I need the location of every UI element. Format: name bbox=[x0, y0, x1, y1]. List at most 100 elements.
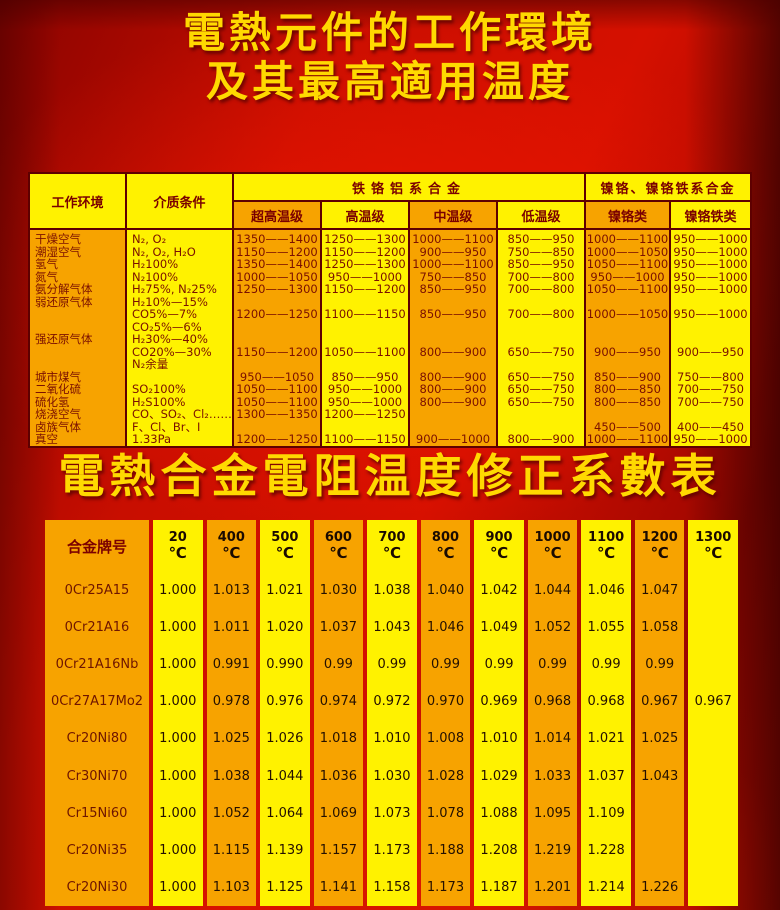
table1-cell: 700——750 bbox=[677, 382, 744, 396]
table1-cell: N₂, O₂ bbox=[132, 232, 167, 246]
table1-header-fecral-group: 铁铬铝系合金 bbox=[232, 174, 584, 202]
table1-cell: 1000——1100 bbox=[586, 432, 669, 446]
table1-cell: 1000——1050 bbox=[236, 269, 318, 284]
table1-cell: 强还原气体 bbox=[35, 332, 93, 346]
table2-value-cell: 1.025 bbox=[641, 731, 679, 747]
table2-temp-header: 400 ℃ bbox=[207, 520, 257, 572]
table1-cell bbox=[671, 358, 750, 371]
table1-cell: H₂100% bbox=[132, 257, 179, 271]
table2-value-cell bbox=[688, 869, 738, 906]
table1-cell: 1000——1050 bbox=[586, 307, 669, 321]
table1-cell: 950——1000 bbox=[673, 307, 748, 321]
table1-cell: 氮气 bbox=[35, 269, 58, 284]
table1-cell: 1000——1050 bbox=[586, 244, 669, 259]
table1-cell: H₂75%, N₂25% bbox=[132, 282, 217, 296]
table1-cell bbox=[30, 346, 125, 359]
table2-alloy-cell: Cr15Ni60 bbox=[66, 805, 128, 821]
celsius-unit: ℃ bbox=[222, 544, 241, 562]
table2-value-cell: 1.044 bbox=[266, 768, 304, 784]
table1-cell bbox=[586, 333, 669, 346]
table1-cell: 950——1000 bbox=[673, 432, 748, 446]
table2-value-cell bbox=[688, 609, 738, 646]
table2-value-cell: 0.967 bbox=[641, 694, 679, 710]
table1-cell bbox=[234, 358, 320, 371]
table2-value-cell: 0.967 bbox=[694, 694, 732, 710]
table1-cell: 650——750 bbox=[507, 394, 575, 409]
table2-temp-column: 400 ℃ 1.013 1.011 0.991 0.978 1.025 1.038 1.052 1… bbox=[206, 520, 257, 906]
table1-cell: 弱还原气体 bbox=[35, 294, 93, 309]
table1-cell: 1000——1100 bbox=[586, 232, 669, 246]
table1-cell: 1350——1400 bbox=[236, 257, 318, 271]
table2-value-cell: 1.028 bbox=[426, 768, 465, 784]
table2-value-cell: 0.99 bbox=[645, 657, 675, 673]
table1-cell bbox=[322, 333, 408, 346]
table2-value-cell: 1.069 bbox=[319, 805, 357, 821]
table1-cell: 烧浇空气 bbox=[35, 407, 81, 421]
table2-value-cell: 0.974 bbox=[319, 694, 357, 710]
table1-cell: 1100——1150 bbox=[324, 307, 406, 321]
table2-value-cell: 1.010 bbox=[373, 731, 411, 747]
table1-cell: 1000——1100 bbox=[412, 257, 494, 271]
table1-cell: 1000——1100 bbox=[412, 232, 494, 246]
table1-cell: 1150——1200 bbox=[324, 282, 406, 296]
table2-temp-header: 1200 ℃ bbox=[635, 520, 685, 572]
table1-cell: N₂100% bbox=[132, 269, 179, 284]
table1-cell: 900——950 bbox=[419, 244, 487, 259]
table1-cell: 1050——1100 bbox=[586, 257, 669, 271]
table1-cell: 700——800 bbox=[507, 269, 575, 284]
celsius-unit: ℃ bbox=[650, 544, 669, 562]
table2-value-cell: 1.040 bbox=[426, 583, 465, 599]
table2-value-cell: 1.158 bbox=[373, 879, 411, 895]
table1-cell: 950——1050 bbox=[239, 369, 315, 384]
celsius-unit: ℃ bbox=[168, 544, 187, 562]
table2-value-cell: 1.000 bbox=[159, 768, 197, 784]
temp-value: 900 bbox=[485, 530, 513, 545]
table2-value-cell: 1.047 bbox=[641, 583, 679, 599]
table2-temp-column: 1100 ℃ 1.046 1.055 0.99 0.968 1.021 1.037 1.109 1… bbox=[581, 520, 631, 906]
table1-column: 850——950 750——850 850——950 700——800 700——800… bbox=[496, 230, 584, 446]
table2-value-cell: 1.033 bbox=[533, 768, 572, 784]
table2-value-cell: 1.042 bbox=[480, 583, 518, 599]
table1-cell: 1100——1150 bbox=[324, 432, 406, 446]
table2-value-cell: 1.173 bbox=[426, 879, 465, 895]
celsius-unit: ℃ bbox=[543, 544, 562, 562]
table1-cell: 硫化氢 bbox=[35, 394, 70, 409]
table1-cell bbox=[586, 321, 669, 334]
table2-value-cell: 1.073 bbox=[373, 805, 411, 821]
table1-cell: 700——750 bbox=[677, 394, 744, 409]
table1-cell: H₂30%—40% bbox=[132, 332, 208, 346]
table2-value-cell: 1.000 bbox=[159, 620, 197, 636]
table2-value-cell: 1.125 bbox=[266, 879, 304, 895]
table1-cell: N₂余量 bbox=[132, 357, 169, 371]
environment-temperature-table: 工作环境 介质条件 铁铬铝系合金 镍铬、镍铬铁系合金 超高温级 高温级 中温级 … bbox=[28, 172, 752, 448]
table1-cell: 650——750 bbox=[507, 344, 575, 359]
table2-value-cell: 0.99 bbox=[323, 657, 353, 673]
temp-value: 600 bbox=[324, 530, 352, 545]
table2-value-cell: 1.139 bbox=[266, 842, 304, 858]
table2-temp-column: 700 ℃ 1.038 1.043 0.99 0.972 1.010 1.030 1.073 1.… bbox=[367, 520, 417, 906]
table1-cell: 750——800 bbox=[677, 369, 744, 384]
table2-value-cell: 1.228 bbox=[587, 842, 625, 858]
table1-cell: 800——850 bbox=[594, 382, 661, 396]
table2-value-cell: 1.029 bbox=[480, 768, 518, 784]
table1-cell: 卤族气体 bbox=[35, 419, 81, 434]
table1-cell: 950——1000 bbox=[673, 232, 748, 246]
table2-value-cell: 0.968 bbox=[533, 694, 572, 710]
table2-temp-header: 600 ℃ bbox=[314, 520, 364, 572]
table1-cell bbox=[234, 321, 320, 334]
table1-cell: 950——1000 bbox=[327, 382, 403, 396]
table1-cell bbox=[30, 358, 125, 371]
table1-cell: 950——1000 bbox=[673, 244, 748, 259]
table2-value-cell: 0.99 bbox=[484, 657, 514, 673]
table1-header-work-env: 工作环境 bbox=[30, 174, 125, 230]
table2-value-cell: 0.972 bbox=[373, 694, 411, 710]
table1-column: 1250——1300 1150——1200 1250——1300 950——1000 1… bbox=[320, 230, 408, 446]
table2-value-cell: 1.201 bbox=[533, 879, 572, 895]
table2-value-cell: 1.021 bbox=[266, 583, 304, 599]
table2-temp-column: 1200 ℃ 1.047 1.058 0.99 0.967 1.025 1.043 1.226 bbox=[634, 520, 685, 906]
table1-header-grade: 超高温级 bbox=[232, 202, 320, 230]
table1-cell bbox=[410, 333, 496, 346]
table2-value-cell bbox=[688, 572, 738, 609]
table1-cell bbox=[410, 358, 496, 371]
